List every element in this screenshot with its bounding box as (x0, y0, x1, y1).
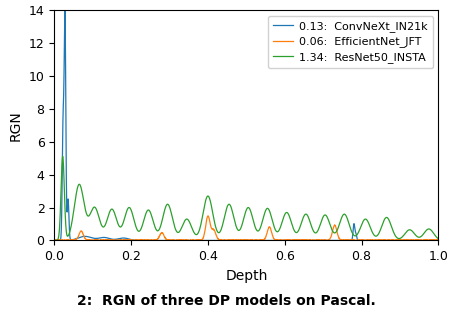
0.13:  ConvNeXt_IN21k: (0.487, 1.04e-103): ConvNeXt_IN21k: (0.487, 1.04e-103) (238, 238, 244, 242)
Line: 0.06:  EfficientNet_JFT: 0.06: EfficientNet_JFT (54, 216, 437, 240)
0.06:  EfficientNet_JFT: (0.401, 1.49): EfficientNet_JFT: (0.401, 1.49) (205, 214, 211, 218)
0.13:  ConvNeXt_IN21k: (0, 8.93e-06): ConvNeXt_IN21k: (0, 8.93e-06) (51, 238, 57, 242)
1.34:  ResNet50_INSTA: (1, 0.102): ResNet50_INSTA: (1, 0.102) (435, 237, 440, 241)
Legend: 0.13:  ConvNeXt_IN21k, 0.06:  EfficientNet_JFT, 1.34:  ResNet50_INSTA: 0.13: ConvNeXt_IN21k, 0.06: EfficientNet… (267, 16, 432, 68)
1.34:  ResNet50_INSTA: (0.46, 2.03): ResNet50_INSTA: (0.46, 2.03) (228, 205, 233, 209)
0.13:  ConvNeXt_IN21k: (0.972, 0): ConvNeXt_IN21k: (0.972, 0) (424, 238, 429, 242)
Y-axis label: RGN: RGN (9, 110, 23, 141)
0.13:  ConvNeXt_IN21k: (0.788, 0.159): ConvNeXt_IN21k: (0.788, 0.159) (354, 236, 359, 240)
0.06:  EfficientNet_JFT: (1, 0.0201): EfficientNet_JFT: (1, 0.0201) (435, 238, 440, 242)
0.06:  EfficientNet_JFT: (0.788, 0.00163): EfficientNet_JFT: (0.788, 0.00163) (354, 238, 359, 242)
1.34:  ResNet50_INSTA: (0.487, 0.813): ResNet50_INSTA: (0.487, 0.813) (238, 225, 244, 229)
1.34:  ResNet50_INSTA: (0.971, 0.667): ResNet50_INSTA: (0.971, 0.667) (423, 227, 429, 231)
Line: 0.13:  ConvNeXt_IN21k: 0.13: ConvNeXt_IN21k (54, 11, 437, 240)
0.06:  EfficientNet_JFT: (0.46, 0.0263): EfficientNet_JFT: (0.46, 0.0263) (228, 238, 233, 242)
1.34:  ResNet50_INSTA: (0.788, 0.344): ResNet50_INSTA: (0.788, 0.344) (354, 233, 359, 237)
0.13:  ConvNeXt_IN21k: (0.867, 0): ConvNeXt_IN21k: (0.867, 0) (384, 238, 389, 242)
Text: 2:  RGN of three DP models on Pascal.: 2: RGN of three DP models on Pascal. (77, 294, 374, 308)
0.06:  EfficientNet_JFT: (0, 0.022): EfficientNet_JFT: (0, 0.022) (51, 238, 57, 242)
1.34:  ResNet50_INSTA: (0.022, 5.11): ResNet50_INSTA: (0.022, 5.11) (60, 154, 65, 158)
0.13:  ConvNeXt_IN21k: (0.971, 0): ConvNeXt_IN21k: (0.971, 0) (424, 238, 429, 242)
X-axis label: Depth: Depth (225, 269, 267, 283)
0.13:  ConvNeXt_IN21k: (0.46, 8.21e-87): ConvNeXt_IN21k: (0.46, 8.21e-87) (228, 238, 233, 242)
1.34:  ResNet50_INSTA: (0, 1.48e-05): ResNet50_INSTA: (0, 1.48e-05) (51, 238, 57, 242)
0.06:  EfficientNet_JFT: (0.817, 1.47e-05): EfficientNet_JFT: (0.817, 1.47e-05) (364, 238, 370, 242)
0.13:  ConvNeXt_IN21k: (1, 0): ConvNeXt_IN21k: (1, 0) (435, 238, 440, 242)
1.34:  ResNet50_INSTA: (0.0515, 1.94): ResNet50_INSTA: (0.0515, 1.94) (71, 206, 77, 210)
0.06:  EfficientNet_JFT: (0.971, 0.00641): EfficientNet_JFT: (0.971, 0.00641) (424, 238, 429, 242)
0.13:  ConvNeXt_IN21k: (0.0515, 0.0683): ConvNeXt_IN21k: (0.0515, 0.0683) (71, 237, 77, 241)
0.06:  EfficientNet_JFT: (0.972, 0.0292): EfficientNet_JFT: (0.972, 0.0292) (424, 238, 429, 242)
1.34:  ResNet50_INSTA: (0.971, 0.675): ResNet50_INSTA: (0.971, 0.675) (424, 227, 429, 231)
0.06:  EfficientNet_JFT: (0.051, 0.0314): EfficientNet_JFT: (0.051, 0.0314) (71, 238, 76, 242)
Line: 1.34:  ResNet50_INSTA: 1.34: ResNet50_INSTA (54, 156, 437, 240)
0.13:  ConvNeXt_IN21k: (0.028, 13.9): ConvNeXt_IN21k: (0.028, 13.9) (62, 9, 68, 13)
0.06:  EfficientNet_JFT: (0.487, 0.0203): EfficientNet_JFT: (0.487, 0.0203) (238, 238, 244, 242)
